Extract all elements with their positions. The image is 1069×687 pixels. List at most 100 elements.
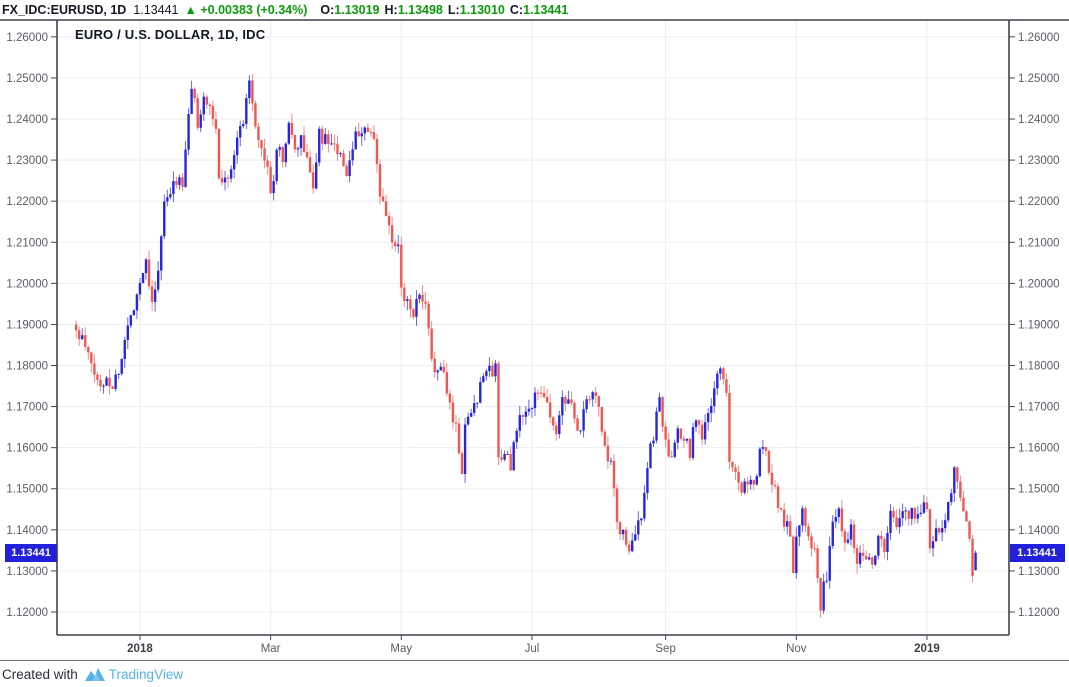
candle-up bbox=[874, 555, 877, 565]
candle-down bbox=[108, 377, 111, 387]
candle-down bbox=[321, 128, 324, 144]
candle-down bbox=[776, 486, 780, 509]
ohlc-label: L: bbox=[447, 3, 460, 17]
candle-up bbox=[585, 399, 588, 410]
candle-up bbox=[877, 535, 880, 556]
candle-down bbox=[670, 456, 673, 458]
candle-up bbox=[631, 540, 634, 552]
ohlc-label: H: bbox=[384, 3, 398, 17]
candle-down bbox=[384, 201, 388, 216]
candle-down bbox=[457, 423, 461, 454]
candle-up bbox=[123, 340, 126, 359]
candle-up bbox=[132, 310, 136, 316]
y-axis-label-right: 1.13000 bbox=[1018, 566, 1060, 578]
candle-down bbox=[387, 215, 391, 226]
candle-down bbox=[573, 402, 576, 419]
tradingview-logo-icon[interactable] bbox=[84, 667, 106, 682]
chart-plot-area[interactable] bbox=[57, 20, 1009, 635]
candle-down bbox=[612, 460, 616, 489]
candle-down bbox=[390, 225, 394, 243]
candle-down bbox=[251, 80, 254, 104]
candle-up bbox=[223, 177, 227, 183]
candle-up bbox=[330, 143, 333, 145]
candle-up bbox=[278, 147, 281, 150]
candle-up bbox=[940, 528, 944, 533]
candle-up bbox=[482, 376, 485, 382]
y-axis-label-left: 1.22000 bbox=[6, 196, 48, 208]
candle-up bbox=[153, 289, 157, 302]
created-with-label: Created with bbox=[2, 666, 78, 682]
candle-down bbox=[752, 479, 755, 485]
candle-down bbox=[782, 509, 786, 527]
candle-up bbox=[858, 552, 862, 564]
candle-down bbox=[211, 106, 215, 120]
candle-up bbox=[232, 155, 236, 170]
candle-up bbox=[439, 366, 442, 371]
candle-up bbox=[530, 408, 534, 410]
candle-up bbox=[436, 370, 439, 373]
ohlc-label: C: bbox=[509, 3, 524, 17]
candle-down bbox=[725, 379, 728, 393]
candle-up bbox=[245, 98, 248, 124]
candle-up bbox=[943, 520, 947, 529]
candle-up bbox=[275, 149, 278, 182]
candle-down bbox=[409, 299, 412, 310]
candle-down bbox=[269, 166, 272, 194]
candle-down bbox=[892, 510, 895, 518]
tradingview-brand-link[interactable]: TradingView bbox=[108, 666, 184, 682]
candle-up bbox=[229, 169, 233, 179]
candle-down bbox=[740, 482, 743, 493]
candle-up bbox=[527, 408, 531, 412]
candle-down bbox=[734, 467, 737, 472]
y-axis-label-left: 1.23000 bbox=[6, 155, 48, 167]
candle-up bbox=[117, 373, 120, 375]
left-price-scale[interactable] bbox=[0, 20, 57, 635]
y-axis-label-left: 1.20000 bbox=[6, 278, 48, 290]
candle-up bbox=[144, 259, 148, 273]
candle-down bbox=[217, 128, 221, 179]
right-price-scale[interactable] bbox=[1009, 20, 1069, 635]
x-axis-label: May bbox=[390, 643, 412, 655]
candle-up bbox=[837, 508, 841, 518]
candle-up bbox=[126, 325, 129, 341]
candle-up bbox=[163, 201, 166, 237]
candle-up bbox=[485, 371, 488, 377]
candle-up bbox=[637, 520, 640, 535]
candle-up bbox=[287, 122, 291, 144]
candle-down bbox=[260, 140, 263, 149]
candle-down bbox=[433, 358, 436, 373]
candle-up bbox=[360, 133, 363, 137]
candle-up bbox=[172, 181, 175, 195]
candle-up bbox=[916, 513, 920, 519]
x-axis-label: 2019 bbox=[914, 643, 940, 655]
candle-up bbox=[931, 541, 935, 549]
candle-up bbox=[719, 368, 722, 374]
candle-down bbox=[819, 578, 822, 611]
candle-up bbox=[621, 529, 625, 535]
candle-down bbox=[305, 152, 309, 158]
candle-down bbox=[539, 392, 543, 394]
candle-up bbox=[567, 399, 570, 404]
y-axis-label-right: 1.26000 bbox=[1018, 32, 1060, 44]
candle-down bbox=[871, 557, 874, 565]
candle-up bbox=[849, 524, 853, 540]
candle-down bbox=[965, 511, 968, 522]
candle-down bbox=[603, 431, 607, 446]
candle-up bbox=[479, 381, 482, 403]
candle-down bbox=[679, 428, 683, 439]
candle-down bbox=[430, 328, 433, 359]
candle-down bbox=[548, 402, 552, 418]
candle-down bbox=[728, 392, 731, 462]
ohlc-values: O:1.13019 H:1.13498 L:1.13010 C:1.13441 bbox=[315, 0, 568, 20]
candle-down bbox=[293, 134, 297, 150]
time-scale[interactable] bbox=[57, 635, 1009, 659]
candle-down bbox=[767, 450, 771, 473]
candle-up bbox=[706, 413, 710, 423]
candle-up bbox=[974, 552, 977, 571]
candle-down bbox=[345, 165, 348, 176]
candle-up bbox=[579, 430, 582, 432]
candle-down bbox=[336, 143, 339, 155]
candle-up bbox=[582, 409, 585, 431]
candle-up bbox=[156, 270, 160, 290]
